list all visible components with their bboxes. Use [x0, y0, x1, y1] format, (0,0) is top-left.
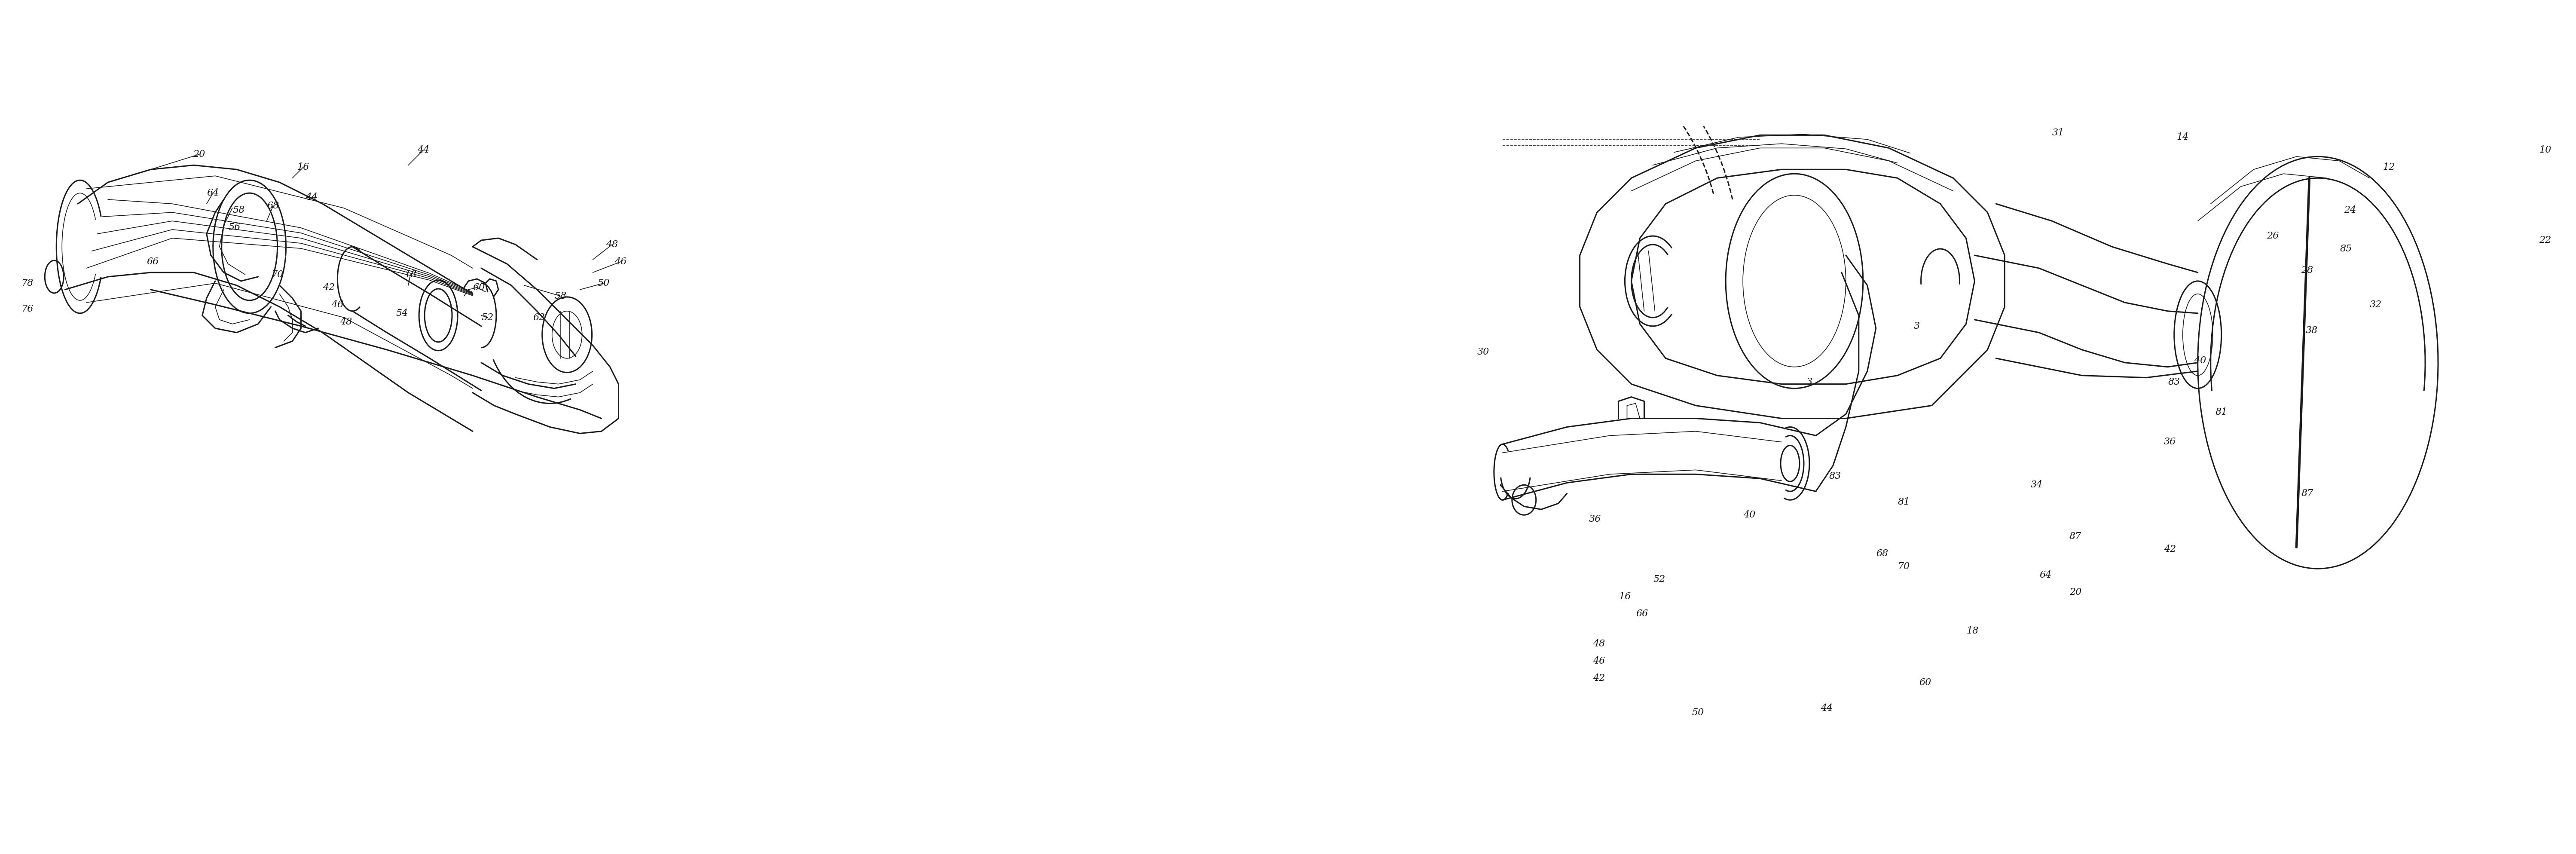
Text: 62: 62 [533, 313, 546, 322]
Text: 81: 81 [2215, 407, 2228, 417]
Text: 46: 46 [332, 300, 343, 309]
Text: 24: 24 [2344, 206, 2357, 215]
Text: 26: 26 [2267, 231, 2280, 241]
Text: 58: 58 [232, 206, 245, 215]
Text: 38: 38 [2306, 325, 2318, 335]
Text: 66: 66 [147, 257, 160, 266]
Text: 87: 87 [2300, 488, 2313, 498]
Text: 83: 83 [1829, 471, 1842, 481]
Text: 12: 12 [2383, 162, 2396, 172]
Text: 42: 42 [1592, 673, 1605, 683]
Text: 22: 22 [2540, 236, 2550, 245]
Text: 30: 30 [1476, 348, 1489, 357]
Text: 66: 66 [1636, 609, 1649, 618]
Text: 20: 20 [2069, 588, 2081, 597]
Text: 70: 70 [1899, 562, 1909, 571]
Text: 70: 70 [270, 270, 283, 279]
Text: 56: 56 [229, 223, 240, 232]
Text: 10: 10 [2540, 145, 2550, 155]
Text: 28: 28 [2300, 266, 2313, 275]
Text: 44: 44 [1821, 704, 1832, 713]
Text: 78: 78 [21, 278, 33, 288]
Text: 40: 40 [1744, 511, 1754, 520]
Text: 32: 32 [2370, 300, 2383, 309]
Text: 42: 42 [2164, 545, 2177, 554]
Text: 48: 48 [605, 240, 618, 249]
Text: 36: 36 [1589, 515, 1600, 524]
Text: 60: 60 [474, 283, 484, 292]
Text: 14: 14 [2177, 132, 2190, 142]
Text: 60: 60 [1919, 678, 1932, 687]
Text: 68: 68 [268, 202, 278, 211]
Text: 18: 18 [404, 270, 417, 279]
Text: 44: 44 [417, 145, 430, 155]
Text: 76: 76 [21, 304, 33, 313]
Text: 48: 48 [1592, 639, 1605, 648]
Text: 50: 50 [1692, 708, 1703, 717]
Text: 18: 18 [1965, 626, 1978, 635]
Text: 31: 31 [2053, 128, 2063, 137]
Text: 16: 16 [296, 162, 309, 172]
Text: 3: 3 [1806, 377, 1814, 387]
Text: 64: 64 [206, 189, 219, 198]
Text: 52: 52 [1654, 575, 1664, 584]
Text: 44: 44 [307, 193, 317, 202]
Text: 87: 87 [2069, 532, 2081, 541]
Text: 58: 58 [554, 291, 567, 301]
Text: 40: 40 [2195, 356, 2205, 366]
Text: 3: 3 [1914, 321, 1919, 330]
Text: 54: 54 [397, 308, 407, 318]
Text: 50: 50 [598, 278, 611, 288]
Text: 68: 68 [1875, 549, 1888, 559]
Text: 64: 64 [2040, 570, 2050, 580]
Text: 42: 42 [322, 283, 335, 292]
Text: 36: 36 [2164, 437, 2177, 447]
Text: 85: 85 [2339, 244, 2352, 254]
Text: 48: 48 [340, 317, 353, 326]
Text: 52: 52 [482, 313, 495, 322]
Text: 16: 16 [1618, 592, 1631, 601]
Text: 46: 46 [1592, 656, 1605, 665]
Text: 34: 34 [2030, 480, 2043, 489]
Text: 46: 46 [616, 257, 626, 266]
Text: 83: 83 [2169, 377, 2179, 387]
Text: 20: 20 [193, 149, 206, 159]
Text: 81: 81 [1899, 497, 1909, 506]
